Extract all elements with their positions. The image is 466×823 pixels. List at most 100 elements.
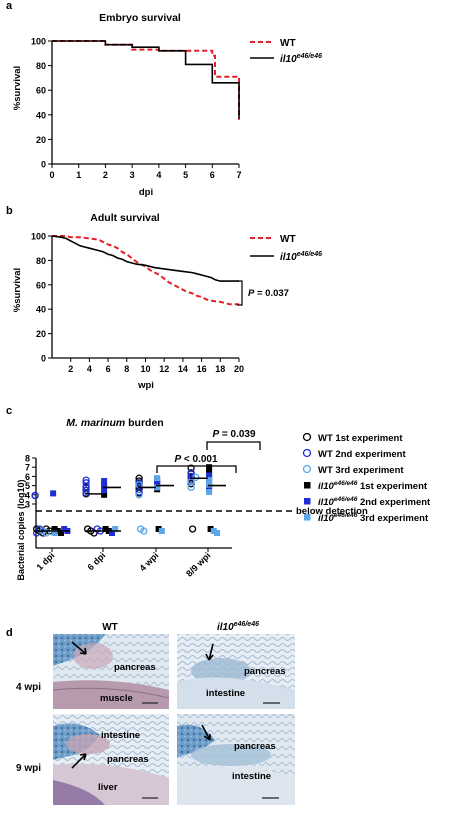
label-intestine: intestine (101, 730, 140, 741)
panel-c-points (31, 464, 220, 537)
data-point-il10 (206, 481, 213, 488)
data-point-il10 (214, 530, 220, 536)
x-tick-label: 8 (124, 364, 129, 374)
label-muscle: muscle (100, 693, 133, 704)
legend-text: il10e46/e46 1st experiment (318, 480, 428, 492)
series-line-wt (52, 40, 240, 120)
panel-a: a Embryo survival %survival dpi 02040608… (6, 0, 322, 198)
data-point-il10 (101, 491, 108, 498)
x-tick-label: 16 (197, 364, 207, 374)
data-point-wt (140, 527, 148, 535)
data-point-il10 (51, 526, 58, 532)
panel-d: d WT il10e46/e46 4 wpi 9 wpi pancreas mu… (6, 621, 295, 805)
arrow-icon (205, 643, 214, 661)
label-liver: liver (98, 782, 118, 793)
panel-a-legend: WT il10e46/e46 (250, 38, 322, 65)
panel-a-series (52, 40, 240, 120)
legend-text: WT 1st experiment (318, 433, 403, 444)
data-point-il10 (112, 526, 119, 532)
panel-a-ylabel: %survival (12, 66, 23, 110)
x-tick-label: 6 (210, 170, 215, 180)
x-tick-label: 8/9 wpi (184, 550, 212, 578)
x-tick-label: 2 (103, 170, 108, 180)
y-tick-label: 60 (36, 86, 46, 96)
data-point-il10 (51, 530, 58, 536)
legend-text: WT 3rd experiment (318, 465, 404, 476)
y-tick-label: 6 (25, 472, 30, 482)
label-intestine: intestine (232, 771, 271, 782)
data-point-il10 (101, 478, 108, 484)
arrow-icon (201, 724, 211, 741)
legend-text: WT 2nd experiment (318, 449, 406, 460)
legend-item: WT 1st experiment (302, 432, 403, 444)
legend-item: il10e46/e46 3rd experiment (304, 512, 429, 524)
pvalue-bracket-4wpi (156, 465, 237, 473)
legend-text: il10e46/e46 2nd experiment (318, 496, 431, 508)
panel-c-letter: c (6, 405, 12, 417)
pvalue-89wpi: P = 0.039 (212, 429, 256, 440)
histology-il10-9wpi: pancreas intestine (177, 714, 295, 805)
x-tick-label: 4 (156, 170, 161, 180)
panel-c-ylabel: Bacterial copies (log10) (16, 479, 26, 580)
legend-square-marker (304, 482, 311, 489)
x-tick-label: 7 (236, 170, 241, 180)
panel-d-row-4wpi: 4 wpi (16, 682, 41, 693)
panel-a-xlabel: dpi (139, 187, 153, 198)
y-tick-label: 100 (31, 37, 46, 47)
data-point-il10 (50, 490, 57, 497)
data-point-il10 (210, 528, 217, 534)
data-point-il10 (58, 530, 64, 536)
legend-item: il10e46/e46 2nd experiment (304, 496, 431, 508)
y-tick-label: 7 (25, 463, 30, 473)
x-tick-label: 6 dpi (85, 550, 107, 572)
data-point-il10 (61, 526, 68, 532)
panel-a-title: Embryo survival (99, 12, 181, 24)
y-tick-label: 0 (41, 354, 46, 364)
data-point-wt (31, 492, 39, 500)
pvalue-bracket-89wpi (206, 441, 261, 450)
pvalue-4wpi: P < 0.001 (174, 454, 218, 465)
x-tick-label: 0 (49, 170, 54, 180)
panel-b-pvalue: P = 0.037 (248, 288, 289, 299)
data-point-wt (42, 529, 50, 537)
histology-il10-4wpi: pancreas intestine (177, 634, 295, 709)
legend-il10-label: il10e46/e46 (280, 53, 322, 65)
y-tick-label: 20 (36, 135, 46, 145)
panel-b: b Adult survival %survival wpi 0 20 40 60 80… (6, 205, 322, 391)
data-point-il10 (206, 489, 213, 495)
panel-b-legend: WT il10e46/e46 (250, 234, 322, 263)
series-line-il10 (51, 235, 239, 282)
x-tick-label: 2 (68, 364, 73, 374)
panel-c-title: M. marinum burden (66, 417, 163, 429)
panel-c-medians (34, 477, 226, 532)
data-point-il10 (101, 487, 108, 494)
data-point-wt (187, 469, 195, 477)
arrow-icon (71, 641, 87, 655)
series-line-il10 (52, 40, 240, 119)
data-point-wt (82, 479, 90, 487)
y-tick-label: 40 (36, 110, 46, 120)
panel-b-ylabel: %survival (12, 268, 23, 312)
label-pancreas: pancreas (244, 666, 286, 677)
data-point-wt (135, 491, 143, 499)
label-pancreas: pancreas (234, 741, 276, 752)
y-tick-label: 20 (36, 329, 46, 339)
x-tick-label: 14 (178, 364, 188, 374)
x-tick-label: 1 (76, 170, 81, 180)
panel-b-axes: 0 20 40 60 80 100 2 4 6 8 10 12 14 16 18 20 (31, 232, 244, 375)
label-intestine: intestine (206, 688, 245, 699)
panel-b-pvalue-bracket (237, 280, 243, 306)
y-tick-label: 40 (36, 305, 46, 315)
data-point-il10 (109, 530, 115, 536)
legend-text: il10e46/e46 3rd experiment (318, 512, 429, 524)
legend-item: il10e46/e46 1st experiment (304, 480, 428, 492)
data-point-wt (192, 473, 200, 481)
panel-d-col-il10: il10e46/e46 (217, 621, 259, 633)
arrow-icon (71, 753, 87, 769)
panel-b-series (51, 235, 239, 306)
legend-il10-label: il10e46/e46 (280, 251, 322, 263)
x-tick-label: 4 wpi (137, 550, 160, 573)
legend-open-circle-marker (302, 464, 312, 474)
data-point-il10 (154, 475, 161, 482)
histology-wt-4wpi: pancreas muscle (52, 634, 170, 709)
